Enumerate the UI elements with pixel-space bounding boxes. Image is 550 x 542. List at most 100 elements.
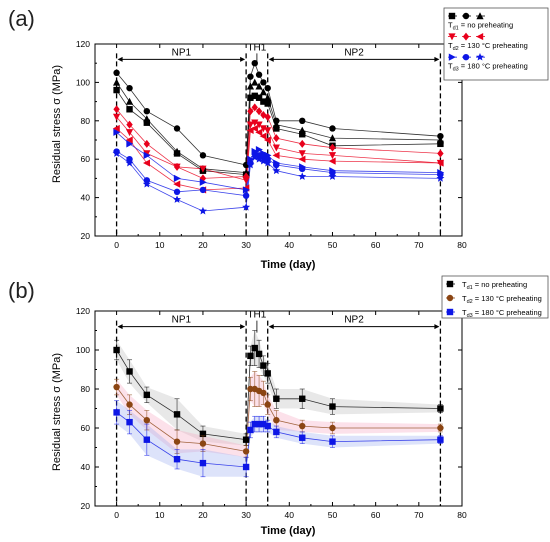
series-line [116,106,441,179]
legend-label: Td2 = 130 °C preheating [448,41,528,52]
data-point [273,134,280,143]
data-point [437,424,444,432]
data-point [126,106,133,113]
legend-label-text: = no preheating [459,20,513,29]
data-point [125,158,134,167]
data-point [260,389,267,397]
panel-b-legend: Td1 = no preheating Td2 = 130 °C preheati… [441,275,549,319]
phase-arrowhead [117,324,123,330]
x-tick-label: 80 [457,510,467,520]
data-point [255,94,263,101]
x-tick-label: 50 [328,240,338,250]
data-point [299,165,306,172]
data-point [273,417,280,424]
data-point [242,186,250,194]
legend-marker [462,32,470,41]
data-point [299,422,306,430]
legend-box [441,275,549,319]
data-point [242,436,250,443]
data-point [273,395,280,402]
data-point [242,168,250,176]
x-tick-label: 20 [198,510,208,520]
data-point [143,151,151,159]
legend-marker [446,308,454,316]
data-point [246,160,255,169]
panel-a-label: (a) [8,6,35,31]
data-point [251,78,259,86]
data-point [298,155,306,163]
data-point [199,186,207,194]
phase-label: NP2 [344,315,364,326]
data-point [260,98,267,105]
phase-arrowhead [268,56,274,62]
data-point [298,172,307,180]
data-point [199,178,207,186]
data-point [246,121,255,129]
panel-b-label: (b) [8,278,35,303]
panel-a: (a) Residual stress σ (MPa) Time (day) 0… [8,6,549,271]
panel-a-y-label: Residual stress σ (MPa) [51,65,63,183]
data-point [125,136,133,144]
panel-b-plot: 0 10 20 30 40 50 60 70 80 20 40 60 80 100 120 NP1 TH1 NP2 [76,306,467,520]
legend-label-text: = 180 °C preheating [459,61,528,70]
error-band [116,400,441,477]
legend-marker [448,33,456,41]
data-point [436,136,445,144]
phase-label: NP2 [344,47,364,58]
data-point [272,120,280,128]
data-point [199,440,207,447]
y-tick-label: 20 [81,501,91,511]
data-point [143,391,151,399]
data-point [328,152,337,160]
data-point [255,71,263,78]
legend-marker [462,12,470,20]
x-tick-label: 20 [198,240,208,250]
data-point [143,417,151,424]
data-point [112,113,121,121]
data-point [437,140,444,148]
data-point [329,438,336,445]
legend-label-main: T [448,61,453,70]
x-tick-label: 10 [155,240,165,250]
y-tick-label: 120 [76,39,90,49]
data-point [126,140,134,148]
legend-label-text: = no preheating [473,280,527,289]
data-point [273,428,280,436]
data-point [242,172,250,181]
data-point [143,139,151,148]
x-tick-label: 60 [371,240,381,250]
series-line [116,61,441,166]
data-point [264,422,271,430]
data-point [247,352,254,360]
data-point [299,434,306,441]
legend-label: Td2 = 130 °C preheating [462,294,542,305]
y-tick-label: 60 [81,423,91,433]
legend-marker [448,53,456,61]
data-point [251,92,258,100]
panel-a-plot: 0 10 20 30 40 50 60 70 80 20 40 60 80 100 120 NP1 TH1 NP2 [76,39,467,250]
data-point [437,405,444,412]
legend-marker [476,32,484,41]
data-point [264,112,271,121]
data-point [247,426,254,434]
data-point [173,411,181,418]
data-point [112,149,121,157]
legend-label-sub: d1 [467,285,473,291]
data-point [113,383,120,391]
x-tick-label: 80 [457,240,467,250]
x-tick-label: 30 [241,240,251,250]
data-point [125,97,134,105]
legend-label-sub: d3 [467,313,473,319]
y-tick-label: 120 [76,306,90,316]
x-tick-label: 60 [371,510,381,520]
legend-marker [448,12,456,20]
data-point [199,152,207,159]
data-point [299,139,306,148]
phase-arrowhead [117,56,123,62]
legend-label: Td1 = no preheating [462,280,527,291]
data-point [264,84,271,92]
data-point [251,344,258,352]
data-point [173,188,181,196]
data-point [173,125,181,132]
error-band [116,371,441,458]
